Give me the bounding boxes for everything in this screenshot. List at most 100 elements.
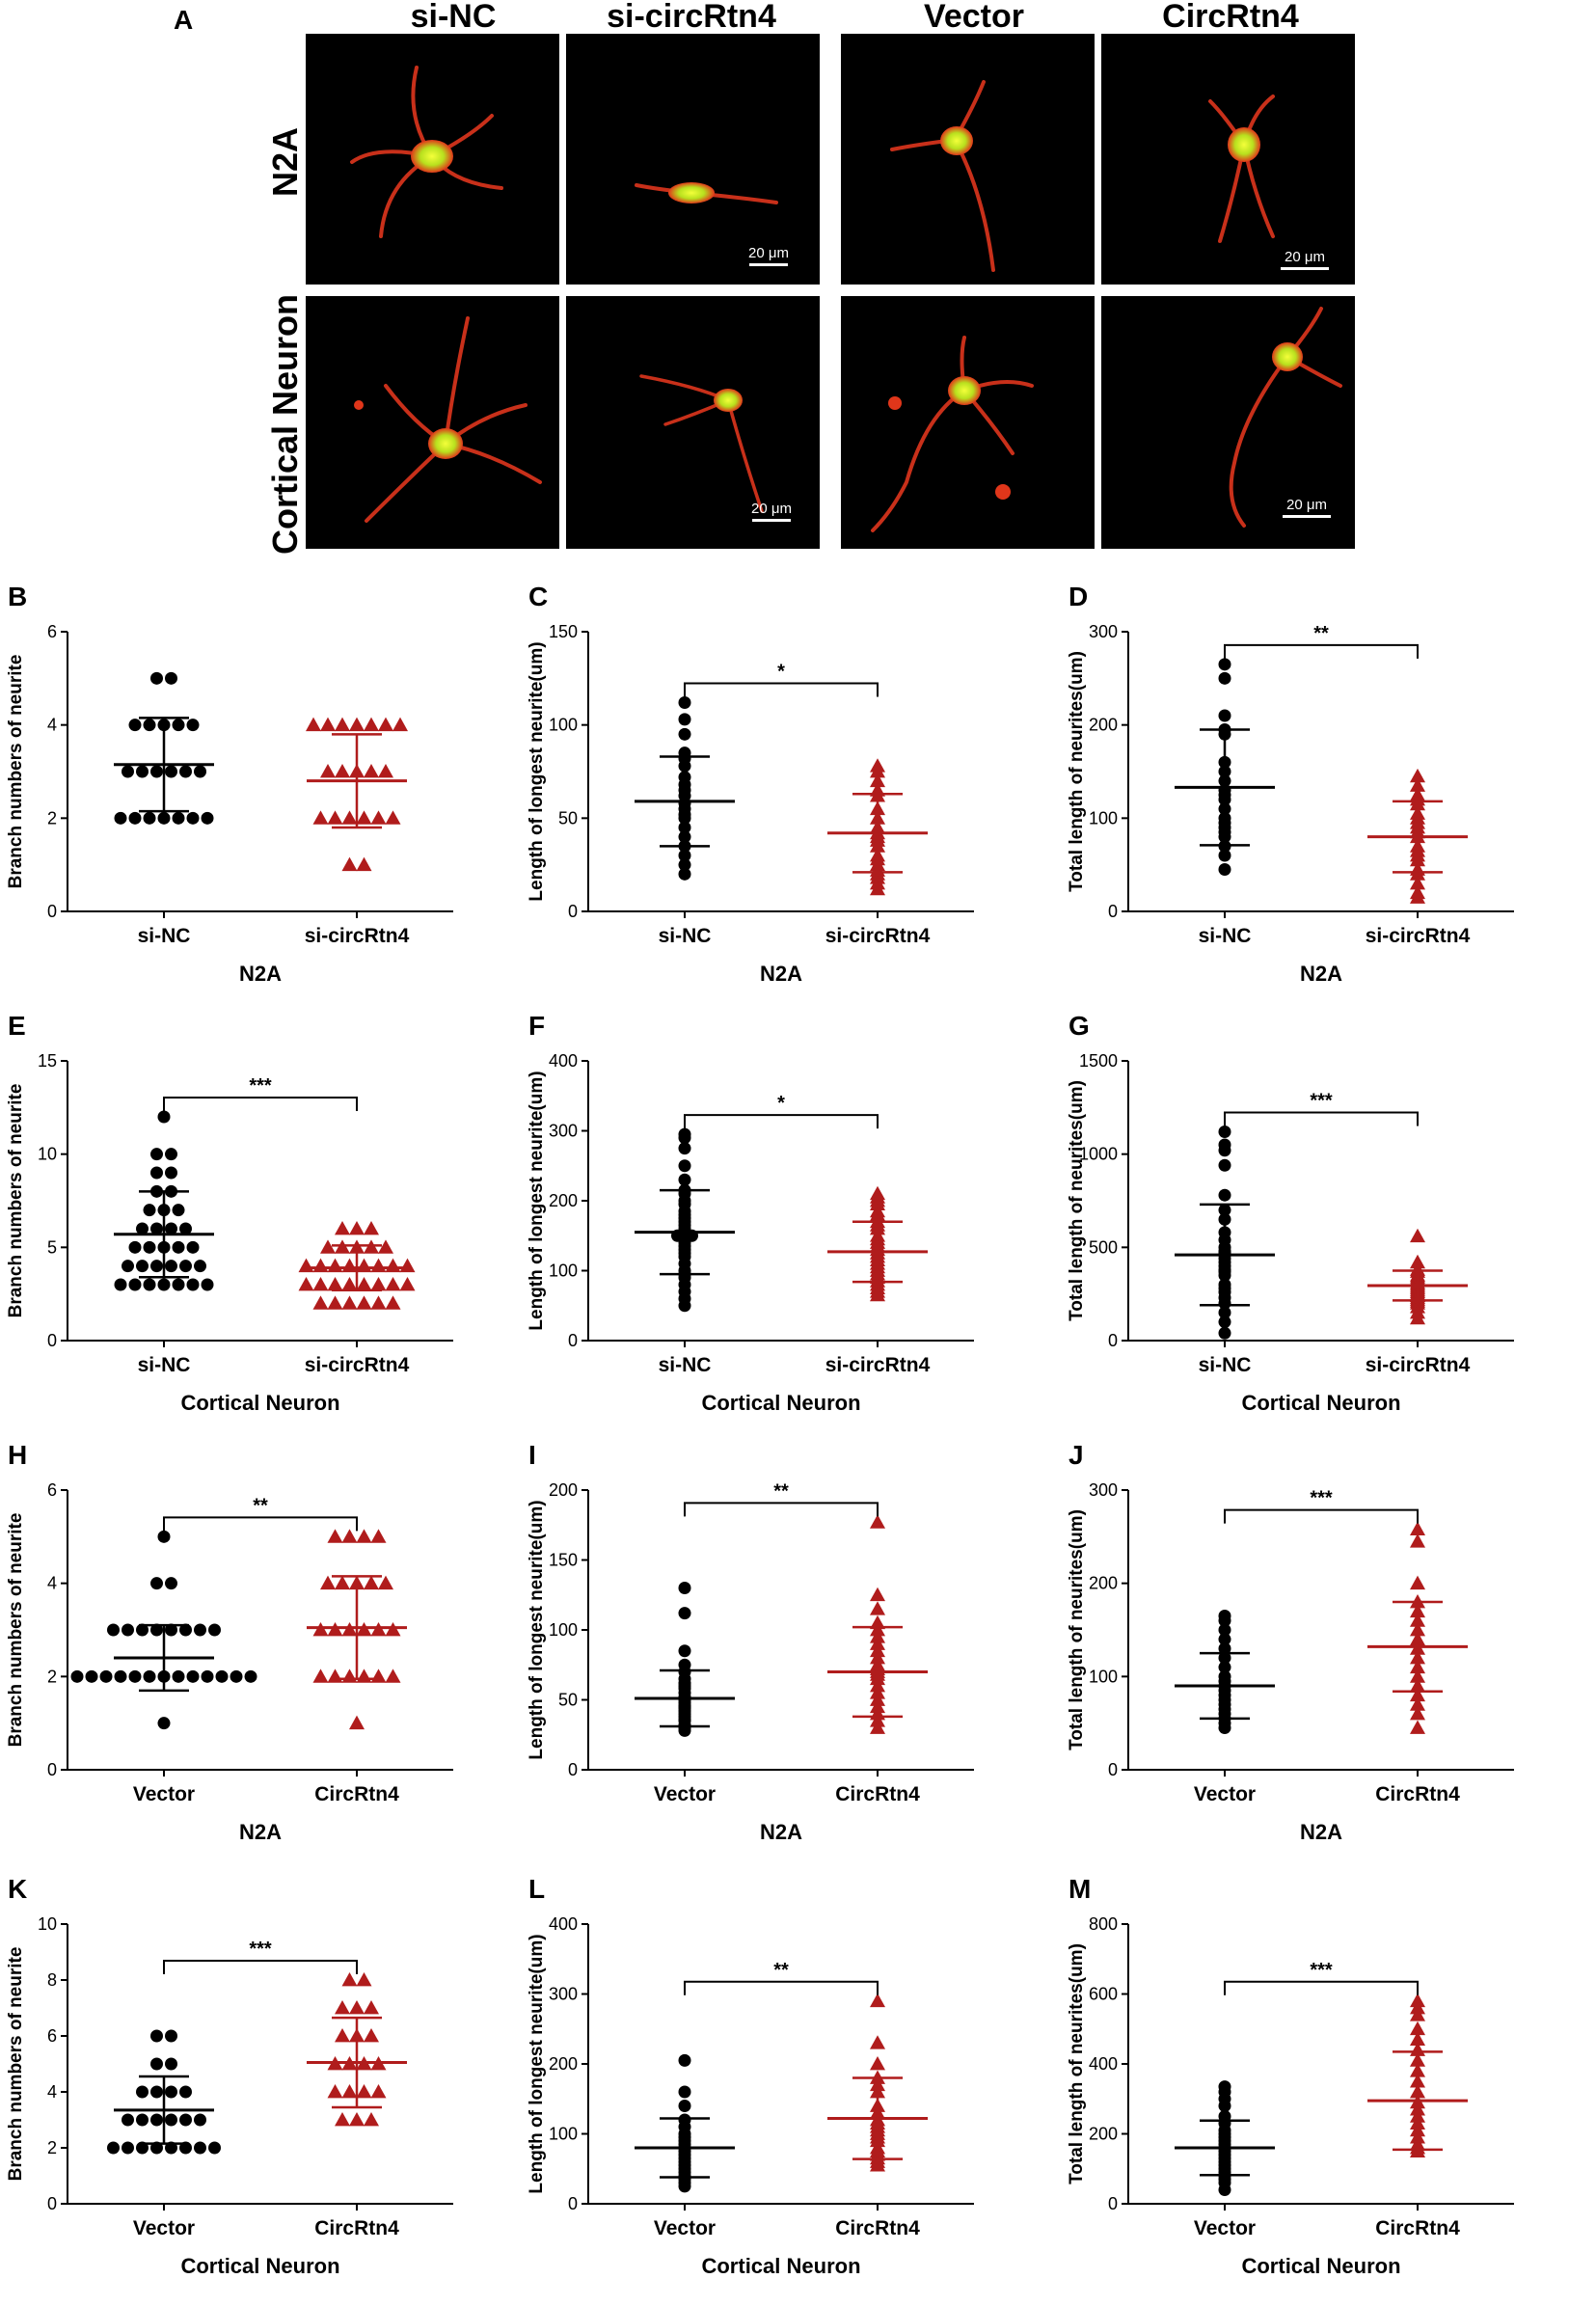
y-tick-label: 800 <box>1089 1914 1118 1934</box>
data-point-si-nc <box>179 765 192 778</box>
x-category-label: CircRtn4 <box>1375 2217 1460 2239</box>
data-point-vector <box>136 1623 149 1637</box>
data-point-si-nc <box>1218 1158 1231 1172</box>
data-point-vector <box>150 1577 163 1590</box>
data-point-circrtn4 <box>1410 1720 1425 1734</box>
y-tick-label: 100 <box>549 2125 578 2144</box>
data-point-si-circrtn4 <box>385 810 401 825</box>
y-tick-label: 300 <box>1089 622 1118 641</box>
data-point-vector <box>107 2141 120 2155</box>
micrograph-cortical-si-nc <box>306 296 559 549</box>
panel-letter: B <box>8 582 27 611</box>
significance-bracket <box>1224 1508 1419 1524</box>
significance-label: ** <box>773 1480 789 1502</box>
x-axis-title: Cortical Neuron <box>180 2254 339 2278</box>
data-point-si-circrtn4 <box>870 1196 885 1211</box>
x-category-label: si-circRtn4 <box>305 925 410 947</box>
data-point-si-nc <box>128 1240 142 1254</box>
y-tick-label: 200 <box>1089 1574 1118 1593</box>
significance-bracket <box>1224 1111 1419 1126</box>
y-tick-label: 200 <box>549 2054 578 2074</box>
column-header-circrtn4: CircRtn4 <box>1162 0 1299 35</box>
data-point-si-circrtn4 <box>312 810 329 825</box>
data-point-si-nc <box>678 858 691 872</box>
data-point-si-circrtn4 <box>356 1295 372 1310</box>
significance-label: *** <box>249 1939 272 1960</box>
data-point-circrtn4 <box>349 2112 365 2127</box>
x-category-label: CircRtn4 <box>314 1783 399 1805</box>
data-point-si-nc <box>150 671 163 685</box>
data-point-si-nc <box>150 765 163 778</box>
data-point-vector <box>122 2141 134 2155</box>
data-point-si-nc <box>179 1260 192 1273</box>
x-axis-title: N2A <box>1300 1820 1342 1844</box>
chart-panel-h: H 0 2 4 6 Branch numbers of neurite Vector Circ… <box>6 1440 453 1844</box>
micrograph-n2a-vector <box>841 34 1095 285</box>
y-tick-label: 300 <box>549 1122 578 1141</box>
data-point-circrtn4 <box>364 2000 379 2015</box>
data-point-si-nc <box>201 811 214 825</box>
data-point-si-nc <box>1218 1306 1231 1319</box>
y-tick-label: 2 <box>47 808 57 827</box>
data-point-si-nc <box>194 1260 206 1273</box>
y-tick-label: 1500 <box>1079 1051 1118 1071</box>
data-point-vector <box>165 2029 177 2043</box>
x-category-label: si-circRtn4 <box>305 1354 410 1376</box>
data-point-circrtn4 <box>356 1622 372 1637</box>
data-point-si-circrtn4 <box>341 856 358 872</box>
data-point-vector <box>186 1669 200 1683</box>
data-point-si-circrtn4 <box>364 1221 379 1235</box>
data-point-si-circrtn4 <box>1410 1228 1425 1243</box>
data-point-vector <box>150 2085 163 2099</box>
data-point-vector <box>1218 2184 1231 2196</box>
data-point-si-nc <box>201 1278 214 1291</box>
y-tick-label: 400 <box>549 1914 578 1934</box>
column-header-vector: Vector <box>924 0 1024 35</box>
data-point-vector <box>194 1623 206 1637</box>
y-axis-title: Length of longest neurite(um) <box>527 641 547 901</box>
data-point-vector <box>194 2141 206 2155</box>
data-point-si-nc <box>122 765 134 778</box>
data-point-si-nc <box>1218 671 1231 685</box>
data-point-vector <box>165 1577 177 1590</box>
y-axis-title: Branch numbers of neurite <box>6 1513 26 1748</box>
data-point-si-nc <box>150 1148 163 1161</box>
significance-bracket <box>684 1502 879 1517</box>
data-point-si-nc <box>165 1166 177 1180</box>
y-tick-label: 15 <box>38 1051 57 1071</box>
data-point-vector <box>99 1669 113 1683</box>
data-point-circrtn4 <box>335 2028 350 2043</box>
y-axis-title: Total length of neurites(um) <box>1067 1943 1087 2184</box>
micrograph-n2a-si-circrtn4: 20 μm <box>566 34 820 285</box>
data-point-si-nc <box>157 1278 171 1291</box>
panel-letter: M <box>1069 1874 1091 1904</box>
data-point-si-circrtn4 <box>327 810 343 825</box>
data-point-si-nc <box>678 1142 691 1155</box>
data-point-si-nc <box>172 811 185 825</box>
data-point-si-nc <box>1218 1316 1231 1329</box>
data-point-si-circrtn4 <box>298 1258 314 1273</box>
significance-bracket <box>684 1114 879 1129</box>
y-axis-title: Branch numbers of neurite <box>6 655 26 889</box>
data-point-si-nc <box>1218 709 1231 722</box>
panel-a-micrograph-grid: A si-NC si-circRtn4 Vector CircRtn4 N2A … <box>174 0 1355 555</box>
data-point-circrtn4 <box>1410 1521 1425 1535</box>
data-point-si-circrtn4 <box>870 1287 885 1302</box>
panel-letter: E <box>8 1011 26 1041</box>
y-tick-label: 0 <box>568 1760 578 1779</box>
data-point-circrtn4 <box>341 1622 358 1637</box>
data-point-circrtn4 <box>364 2028 379 2043</box>
panel-letter: F <box>528 1011 545 1041</box>
data-point-circrtn4 <box>870 1720 885 1734</box>
y-tick-label: 200 <box>549 1480 578 1500</box>
data-point-si-circrtn4 <box>312 1258 329 1273</box>
data-point-si-circrtn4 <box>356 1277 372 1291</box>
data-point-si-nc <box>128 719 142 732</box>
data-point-vector <box>122 1623 134 1637</box>
data-point-vector <box>208 1623 221 1637</box>
column-header-si-nc: si-NC <box>411 0 497 35</box>
panel-letter: I <box>528 1440 536 1470</box>
data-point-si-nc <box>165 1148 177 1161</box>
